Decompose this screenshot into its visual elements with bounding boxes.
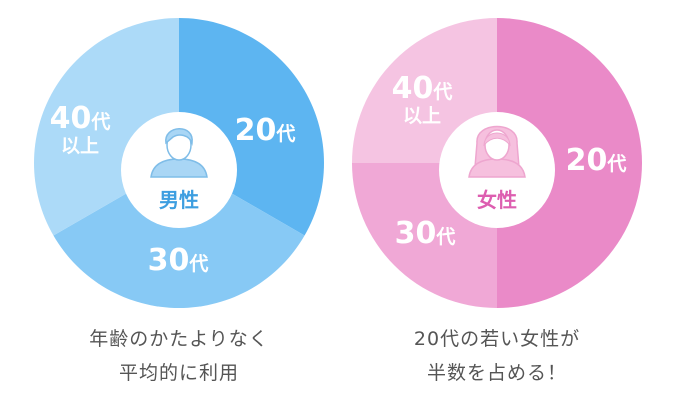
- pie-slice-1-0: [497, 18, 642, 308]
- slice-label: 20代: [566, 143, 627, 178]
- slice-label: 30代: [395, 216, 456, 251]
- center-label: 男性: [159, 188, 199, 212]
- male-caption-line2: 平均的に利用: [118, 362, 239, 384]
- slice-label: 40代: [392, 71, 453, 106]
- female-caption-line2: 半数を占める！: [426, 362, 567, 384]
- slice-label: 30代: [148, 243, 209, 278]
- slice-label: 20代: [235, 113, 296, 148]
- male-caption: 年齢のかたよりなく 平均的に利用: [29, 322, 329, 390]
- center-label: 女性: [477, 188, 517, 212]
- slice-label-sub: 以上: [61, 135, 99, 157]
- male-caption-line1: 年齢のかたよりなく: [89, 328, 269, 350]
- female-caption: 20代の若い女性が 半数を占める！: [347, 322, 647, 390]
- man-avatar-icon: [150, 128, 208, 178]
- slice-label-sub: 以上: [403, 105, 441, 127]
- woman-avatar-icon: [468, 125, 526, 178]
- slice-label: 40代: [50, 101, 111, 136]
- pie-slice-0-1: [53, 163, 305, 308]
- female-caption-line1: 20代の若い女性が: [413, 328, 581, 350]
